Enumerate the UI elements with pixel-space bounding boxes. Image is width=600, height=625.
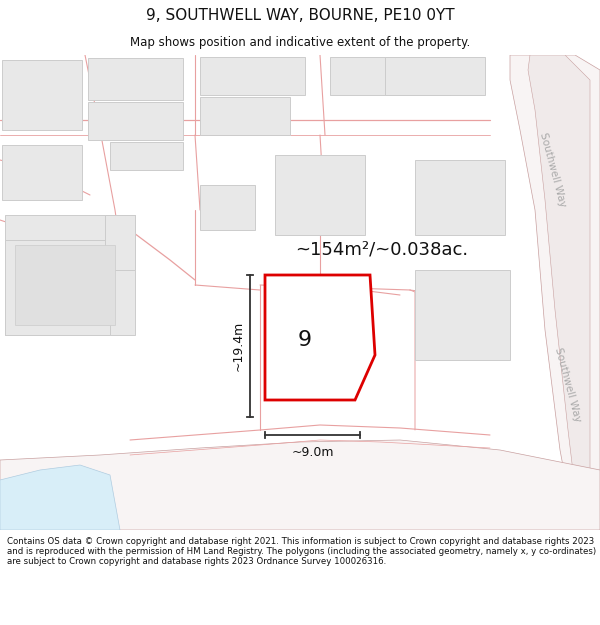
Text: Map shows position and indicative extent of the property.: Map shows position and indicative extent… [130, 36, 470, 49]
Bar [15, 245, 115, 325]
Bar [110, 142, 183, 170]
Bar [200, 57, 305, 95]
Bar [88, 102, 183, 140]
Text: Southwell Way: Southwell Way [553, 347, 583, 423]
Bar [415, 270, 510, 360]
Text: 9, SOUTHWELL WAY, BOURNE, PE10 0YT: 9, SOUTHWELL WAY, BOURNE, PE10 0YT [146, 8, 454, 23]
Polygon shape [510, 55, 600, 530]
Bar [200, 185, 255, 230]
Bar [385, 57, 485, 95]
Polygon shape [0, 440, 600, 530]
Bar [200, 97, 290, 135]
Bar [5, 240, 110, 335]
Text: ~9.0m: ~9.0m [291, 446, 334, 459]
Bar [2, 145, 82, 200]
Text: ~154m²/~0.038ac.: ~154m²/~0.038ac. [295, 240, 468, 258]
Text: 9: 9 [298, 330, 312, 350]
Polygon shape [0, 465, 120, 530]
Bar [275, 155, 365, 235]
Text: ~19.4m: ~19.4m [232, 321, 245, 371]
Bar [415, 160, 505, 235]
Bar [105, 215, 135, 270]
Bar [88, 58, 183, 100]
Polygon shape [265, 275, 375, 400]
Bar [5, 215, 135, 335]
Polygon shape [528, 55, 590, 530]
Bar [2, 60, 82, 130]
Text: Contains OS data © Crown copyright and database right 2021. This information is : Contains OS data © Crown copyright and d… [7, 537, 596, 566]
Text: Southwell Way: Southwell Way [538, 132, 568, 208]
Bar [330, 57, 450, 95]
